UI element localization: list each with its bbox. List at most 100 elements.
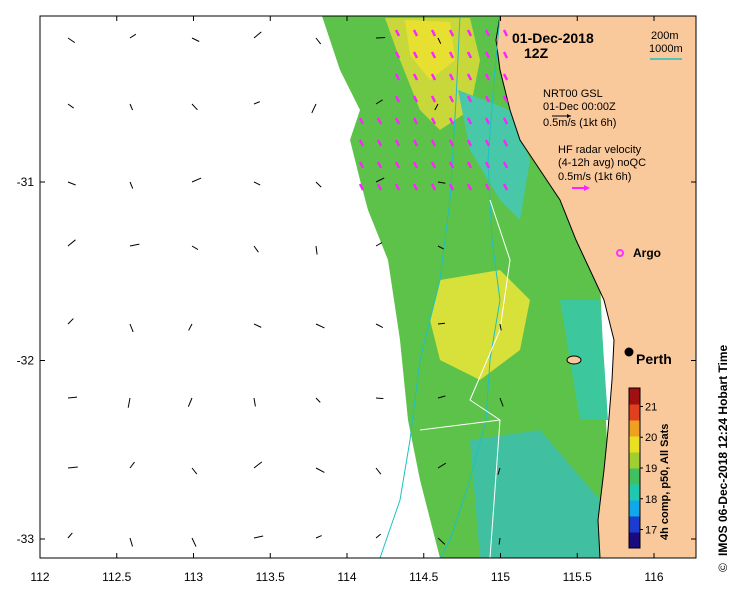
radar-arrow xyxy=(484,117,491,125)
model-arrow xyxy=(499,323,502,331)
radar-arrow xyxy=(412,117,419,125)
radar-legend-title: HF radar velocity xyxy=(558,144,642,156)
rottnest-island xyxy=(566,355,582,365)
perth-marker xyxy=(624,347,634,357)
model-arrow xyxy=(253,101,260,105)
radar-arrow xyxy=(430,29,437,37)
radar-arrow xyxy=(394,95,401,103)
plot-frame xyxy=(39,15,697,559)
radar-arrow xyxy=(412,139,419,147)
model-arrow xyxy=(67,37,76,44)
model-arrow xyxy=(67,466,78,469)
credit-text: IMOS 06-Dec-2018 12:24 Hobart Time xyxy=(716,344,730,556)
model-arrow xyxy=(187,397,193,407)
model-arrow xyxy=(253,323,262,328)
model-arrow xyxy=(253,461,263,469)
model-arrow xyxy=(67,396,78,399)
x-axis: 112 112.5 113 113.5 114 114.5 115 115.5 116 xyxy=(30,16,664,584)
model-arrow xyxy=(375,242,383,247)
model-legend-title: NRT00 GSL xyxy=(543,88,603,100)
radar-arrow xyxy=(394,161,401,169)
model-legend-time: 01-Dec 00:00Z xyxy=(543,101,616,113)
argo-marker xyxy=(616,249,624,257)
colorbar-label: 4h comp, p50, All Sats xyxy=(659,424,671,540)
radar-arrow xyxy=(412,95,419,103)
radar-arrow xyxy=(376,183,383,191)
model-arrow xyxy=(253,397,256,407)
radar-arrow xyxy=(412,51,419,59)
radar-arrow xyxy=(412,183,419,191)
colorbar: 21 20 19 18 17 xyxy=(628,387,657,549)
model-arrow xyxy=(253,535,264,539)
radar-arrow xyxy=(430,73,437,81)
colorbar-segment xyxy=(629,468,640,485)
radar-arrow xyxy=(466,73,473,81)
radar-arrow xyxy=(448,117,455,125)
model-arrow xyxy=(253,245,259,253)
model-arrow xyxy=(315,37,322,45)
colorbar-segment xyxy=(629,404,640,421)
radar-arrow xyxy=(358,183,365,191)
radar-arrow xyxy=(394,73,401,81)
radar-arrow xyxy=(430,51,437,59)
model-arrow xyxy=(315,323,325,329)
radar-arrow xyxy=(394,29,401,37)
radar-arrow xyxy=(448,183,455,191)
colorbar-tick-label: 17 xyxy=(645,525,657,537)
time-label: 12Z xyxy=(524,45,549,61)
colorbar-segment xyxy=(629,436,640,453)
colorbar-segment xyxy=(629,516,640,533)
radar-arrow xyxy=(466,117,473,125)
model-arrow xyxy=(129,323,134,333)
x-tick-label: 113.5 xyxy=(256,570,285,584)
isobath-200m xyxy=(439,16,501,558)
radar-legend-arrowhead xyxy=(584,185,590,191)
city-label: Perth xyxy=(636,351,672,367)
model-arrow xyxy=(127,397,131,408)
y-tick-label: -32 xyxy=(17,354,35,368)
radar-arrow xyxy=(502,73,509,81)
model-arrow xyxy=(437,181,446,184)
model-arrow xyxy=(67,181,76,186)
zone-boundary xyxy=(419,199,511,558)
radar-arrow xyxy=(466,51,473,59)
model-arrow xyxy=(437,462,447,469)
model-arrow xyxy=(315,181,322,188)
radar-arrow xyxy=(430,139,437,147)
model-arrow xyxy=(497,467,501,475)
radar-arrow xyxy=(448,51,455,59)
colorbar-segment xyxy=(629,500,640,517)
model-arrow xyxy=(253,181,261,186)
x-tick-label: 115 xyxy=(491,570,510,584)
x-tick-label: 112.5 xyxy=(102,570,131,584)
x-tick-label: 115.5 xyxy=(563,570,592,584)
radar-arrow xyxy=(412,73,419,81)
radar-arrow xyxy=(430,95,437,103)
model-current-arrows xyxy=(67,31,504,547)
radar-arrow xyxy=(448,95,455,103)
radar-velocity-arrows xyxy=(358,29,509,191)
model-arrow xyxy=(375,397,384,400)
radar-arrow xyxy=(448,29,455,37)
model-arrow xyxy=(437,537,446,545)
model-arrow xyxy=(434,103,439,111)
model-arrow xyxy=(67,318,74,325)
isobath-label-1000m: 1000m xyxy=(649,43,683,55)
radar-arrow xyxy=(376,117,383,125)
colorbar-segment xyxy=(629,388,640,405)
radar-arrow xyxy=(502,161,509,169)
model-arrow xyxy=(498,537,501,545)
model-arrow xyxy=(375,533,382,539)
model-arrow xyxy=(375,177,385,183)
radar-legend-scale: 0.5m/s (1kt 6h) xyxy=(558,171,631,183)
radar-arrow xyxy=(430,183,437,191)
model-arrow xyxy=(191,467,198,475)
model-arrow xyxy=(315,467,325,473)
colorbar-segment xyxy=(629,452,640,469)
radar-arrow xyxy=(484,183,491,191)
model-arrow xyxy=(188,323,193,331)
colorbar-segment xyxy=(629,420,640,437)
radar-arrow xyxy=(448,73,455,81)
colorbar-tick-label: 21 xyxy=(645,401,657,413)
radar-arrow xyxy=(394,51,401,59)
